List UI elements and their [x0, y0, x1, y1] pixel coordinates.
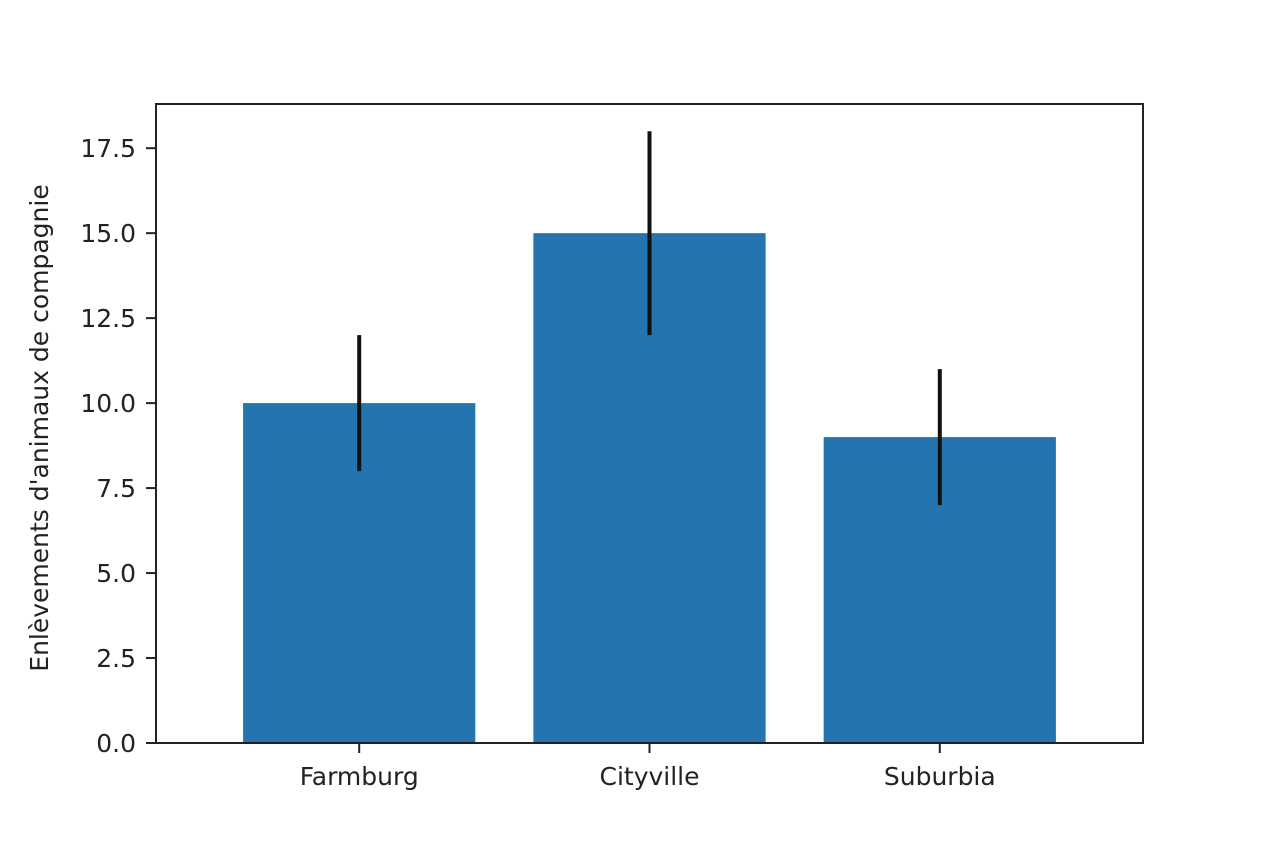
- x-tick-label-farmburg: Farmburg: [300, 762, 419, 791]
- y-tick-label: 0.0: [96, 729, 136, 758]
- y-axis: 0.0 2.5 5.0 7.5 10.0 12.5 15.0 17.5: [80, 134, 156, 758]
- y-tick-label: 15.0: [80, 219, 136, 248]
- y-tick-label: 2.5: [96, 644, 136, 673]
- x-tick-label-cityville: Cityville: [599, 762, 699, 791]
- x-axis: Farmburg Cityville Suburbia: [300, 743, 996, 791]
- y-tick-label: 17.5: [80, 134, 136, 163]
- y-tick-label: 7.5: [96, 474, 136, 503]
- y-axis-label: Enlèvements d'animaux de compagnie: [25, 184, 54, 671]
- error-bars-layer: [357, 131, 942, 506]
- x-tick-label-suburbia: Suburbia: [884, 762, 996, 791]
- y-tick-label: 5.0: [96, 559, 136, 588]
- y-tick-label: 10.0: [80, 389, 136, 418]
- y-tick-label: 12.5: [80, 304, 136, 333]
